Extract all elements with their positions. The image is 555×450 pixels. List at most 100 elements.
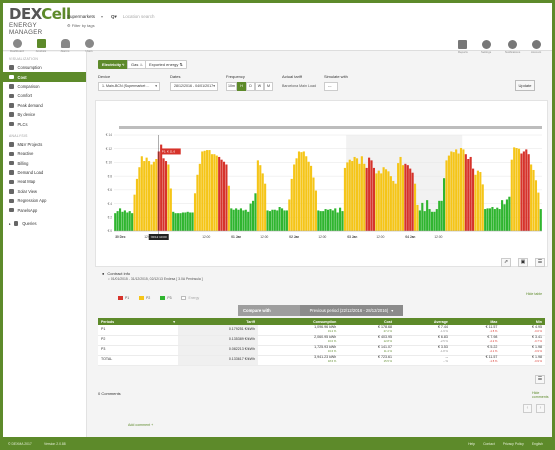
bar-p1[interactable] bbox=[222, 161, 226, 231]
bar-p2[interactable] bbox=[455, 149, 458, 231]
bar-p2[interactable] bbox=[302, 151, 305, 231]
bar-p2[interactable] bbox=[227, 185, 230, 231]
sidebar-item-heat-map[interactable]: Heat Map bbox=[3, 177, 86, 186]
bar-p3[interactable] bbox=[486, 208, 489, 231]
bar-p3[interactable] bbox=[131, 213, 134, 231]
bar-p3[interactable] bbox=[184, 212, 187, 231]
bar-p2[interactable] bbox=[387, 171, 390, 231]
bar-p3[interactable] bbox=[237, 209, 240, 231]
bar-p2[interactable] bbox=[532, 169, 535, 231]
add-comment-link[interactable]: Add comment + bbox=[128, 423, 154, 427]
bar-p2[interactable] bbox=[476, 170, 479, 231]
bar-p3[interactable] bbox=[179, 213, 182, 231]
hide-table-link[interactable]: Hide table bbox=[526, 292, 543, 296]
bar-p2[interactable] bbox=[416, 204, 419, 231]
bar-p2[interactable] bbox=[479, 172, 482, 231]
compare-with-select[interactable]: Compare with Previous period (22/12/2016… bbox=[238, 305, 403, 316]
bar-p3[interactable] bbox=[539, 209, 542, 231]
bar-p3[interactable] bbox=[230, 208, 233, 231]
bar-p3[interactable] bbox=[126, 212, 129, 231]
footer-link-language[interactable]: English bbox=[531, 442, 543, 446]
bar-p3[interactable] bbox=[247, 211, 250, 231]
bar-p3[interactable] bbox=[174, 213, 177, 231]
col-max[interactable]: Max bbox=[450, 318, 501, 325]
bar-p2[interactable] bbox=[167, 164, 170, 231]
bar-p3[interactable] bbox=[339, 207, 342, 231]
sidebar-item-solar-view[interactable]: Solar View bbox=[3, 187, 86, 196]
bar-p3[interactable] bbox=[488, 208, 492, 231]
bar-p3[interactable] bbox=[435, 209, 438, 231]
bar-p3[interactable] bbox=[232, 209, 235, 231]
export-chart-button[interactable]: ⇗ bbox=[501, 258, 511, 267]
bar-p2[interactable] bbox=[203, 150, 206, 231]
sidebar-item-peak-demand[interactable]: Peak demand bbox=[3, 101, 86, 110]
bar-p2[interactable] bbox=[358, 163, 361, 231]
sidebar-item-queries[interactable]: ▸ Queries bbox=[3, 219, 86, 228]
bar-p1[interactable] bbox=[520, 153, 523, 231]
bar-p2[interactable] bbox=[401, 165, 405, 231]
legend-item-p3[interactable]: P3 bbox=[160, 296, 171, 300]
bar-p3[interactable] bbox=[177, 213, 180, 231]
bar-p1[interactable] bbox=[409, 168, 412, 231]
bar-p2[interactable] bbox=[140, 156, 143, 231]
bar-p3[interactable] bbox=[418, 210, 421, 231]
bar-p3[interactable] bbox=[440, 200, 443, 231]
bar-p3[interactable] bbox=[496, 207, 499, 231]
col-average[interactable]: Average bbox=[395, 318, 451, 325]
table-export-button[interactable]: ☰ bbox=[535, 375, 545, 384]
bar-p2[interactable] bbox=[537, 192, 540, 231]
bar-p2[interactable] bbox=[295, 158, 298, 231]
bar-p3[interactable] bbox=[244, 209, 247, 231]
bar-p1[interactable] bbox=[472, 168, 475, 231]
tab-electricity[interactable]: Electricity ϟ bbox=[98, 60, 129, 69]
bar-p2[interactable] bbox=[355, 158, 359, 231]
bar-p2[interactable] bbox=[213, 154, 216, 231]
bar-p1[interactable] bbox=[527, 154, 530, 231]
bar-p3[interactable] bbox=[268, 211, 272, 231]
bar-p2[interactable] bbox=[256, 160, 259, 231]
bar-p2[interactable] bbox=[261, 173, 264, 231]
bar-p3[interactable] bbox=[438, 200, 441, 231]
nav-analysis[interactable]: Analysis bbox=[33, 39, 49, 53]
bar-p3[interactable] bbox=[191, 212, 194, 231]
sidebar-item-comfort[interactable]: Comfort bbox=[3, 91, 86, 100]
bar-p2[interactable] bbox=[348, 159, 351, 231]
bar-p3[interactable] bbox=[329, 209, 332, 231]
bar-p3[interactable] bbox=[114, 213, 117, 231]
dexcell-logo[interactable]: DEXCell ENERGY MANAGER bbox=[9, 7, 71, 37]
bar-p1[interactable] bbox=[372, 167, 376, 231]
bar-p3[interactable] bbox=[505, 199, 508, 231]
settings-button[interactable]: Settings bbox=[481, 40, 491, 54]
bar-p3[interactable] bbox=[484, 209, 487, 231]
bar-p3[interactable] bbox=[116, 211, 119, 231]
bar-p2[interactable] bbox=[169, 188, 172, 231]
col-min[interactable]: Min bbox=[500, 318, 545, 325]
sidebar-item-consumption[interactable]: Consumption bbox=[3, 63, 86, 72]
bar-p2[interactable] bbox=[397, 163, 400, 231]
bar-p3[interactable] bbox=[276, 210, 279, 231]
next-page-button[interactable]: › bbox=[536, 404, 545, 413]
bar-p1[interactable] bbox=[464, 154, 467, 231]
bar-p2[interactable] bbox=[201, 151, 204, 231]
bar-p3[interactable] bbox=[426, 200, 429, 231]
bar-p3[interactable] bbox=[239, 208, 243, 231]
sidebar-item-mv-projects[interactable]: M&V Projects bbox=[3, 140, 86, 149]
legend-item-p1[interactable]: P1 bbox=[118, 296, 129, 300]
tab-exported-energy[interactable]: Exported energy ⇅ bbox=[145, 60, 187, 69]
bar-p2[interactable] bbox=[193, 193, 197, 231]
bar-p2[interactable] bbox=[447, 155, 450, 231]
bar-p2[interactable] bbox=[305, 156, 308, 231]
bar-p3[interactable] bbox=[278, 207, 281, 231]
bar-p2[interactable] bbox=[346, 162, 349, 231]
bar-p2[interactable] bbox=[310, 165, 313, 231]
col-periods[interactable]: Periods ▾ bbox=[98, 318, 178, 325]
bar-p2[interactable] bbox=[198, 163, 201, 231]
bar-p2[interactable] bbox=[210, 154, 213, 231]
bar-p3[interactable] bbox=[443, 178, 446, 231]
zoom-navigator[interactable] bbox=[119, 126, 542, 129]
bar-p2[interactable] bbox=[382, 167, 385, 231]
bar-p3[interactable] bbox=[498, 209, 501, 231]
sidebar-item-reactive[interactable]: Reactive bbox=[3, 149, 86, 158]
bar-p3[interactable] bbox=[421, 202, 424, 231]
bar-p2[interactable] bbox=[148, 161, 151, 231]
